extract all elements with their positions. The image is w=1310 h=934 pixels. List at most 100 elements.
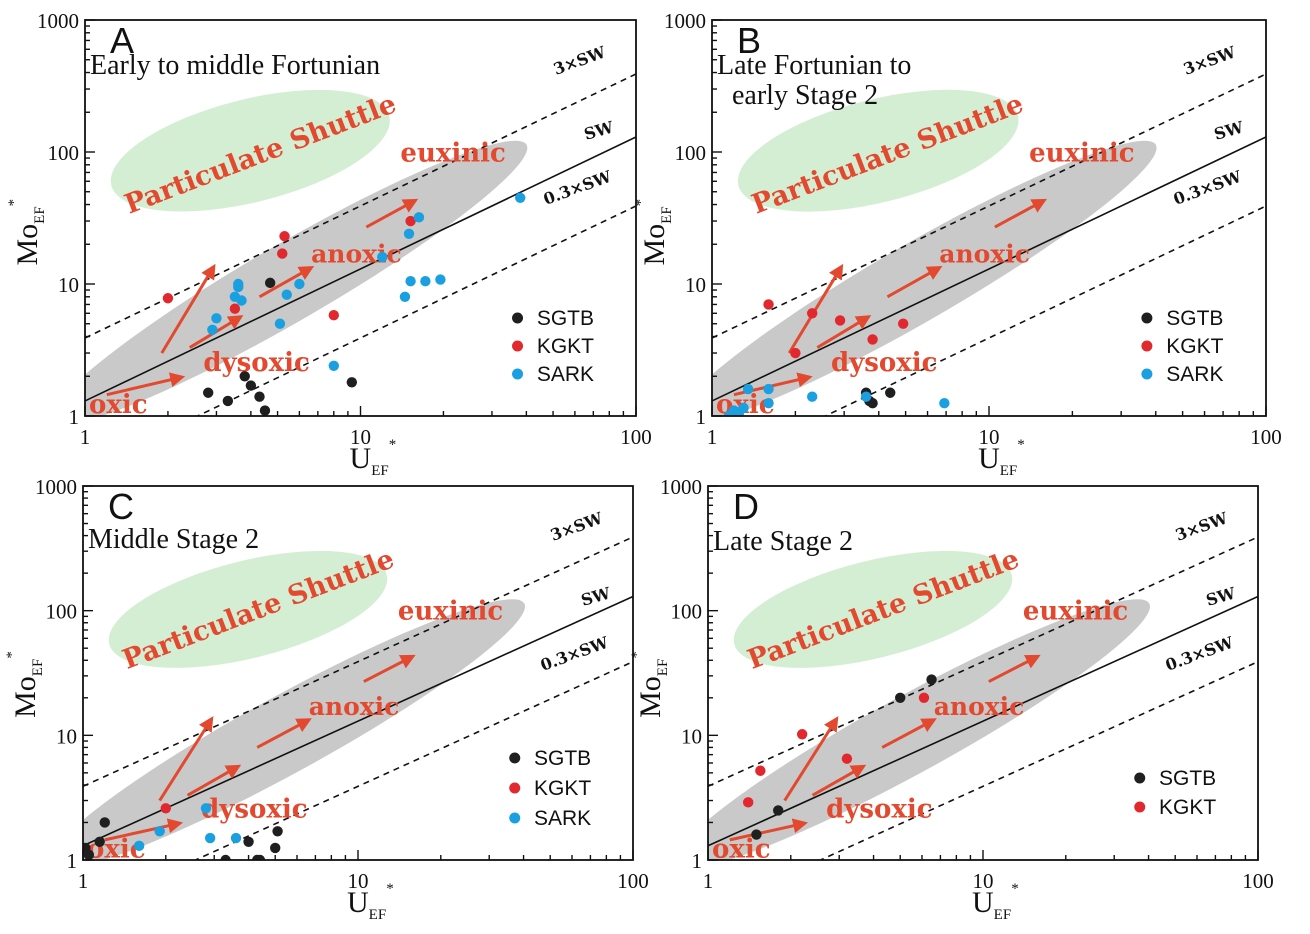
arrow-to-shuttle — [160, 263, 216, 354]
legend-label-kgkt: KGKT — [1166, 335, 1223, 358]
zone-label-oxic: oxic — [89, 390, 148, 420]
data-point-sark — [515, 192, 526, 203]
panel-letter: A — [110, 20, 134, 61]
panel-letter: D — [733, 486, 759, 527]
zone-label-dysoxic: dysoxic — [203, 348, 309, 378]
data-point-sark — [742, 383, 754, 395]
zone-label-euxinic: euxinic — [400, 138, 505, 168]
x-axis-label-sup: * — [1011, 881, 1019, 897]
arrow-dysoxic-anoxic — [811, 764, 867, 797]
arrow-euxinic — [365, 198, 419, 229]
data-point-sgtb — [243, 836, 254, 847]
ref-line-3sw — [712, 73, 1266, 339]
ref-line-0-3sw — [195, 205, 636, 416]
ref-line-3sw — [708, 536, 1258, 788]
x-axis-label-main: U — [972, 886, 994, 919]
data-point-sgtb — [895, 692, 906, 704]
legend: SGTB KGKT SARK — [512, 307, 594, 386]
ref-line-sw — [708, 595, 1258, 847]
particulate-shuttle-field — [737, 89, 1019, 212]
data-point-kgkt — [160, 803, 171, 814]
x-tick-label: 100 — [1250, 425, 1282, 449]
data-point-kgkt — [918, 692, 930, 704]
y-tick-label: 1000 — [660, 475, 702, 499]
x-tick-label: 1 — [707, 425, 718, 449]
data-point-kgkt — [328, 310, 340, 321]
data-point-kgkt — [867, 334, 878, 345]
ref-label-0: 3×SW — [1181, 42, 1239, 79]
panel-title: Late Stage 2 — [713, 526, 853, 557]
data-point-sark — [204, 832, 216, 844]
legend-label-sgtb: SGTB — [534, 747, 591, 770]
data-point-sgtb — [83, 849, 95, 860]
data-point-sgtb — [245, 380, 257, 391]
data-point-sark — [763, 398, 774, 409]
y-tick-label: 1 — [69, 405, 80, 429]
x-axis-label-sub: EF — [1000, 463, 1018, 479]
panel-title: Late Fortunian to — [717, 50, 911, 81]
x-tick-label: 1 — [703, 869, 714, 893]
series-sgtb — [202, 277, 358, 416]
data-point-sark — [403, 228, 415, 240]
series-sark — [723, 383, 950, 416]
legend-label-kgkt: KGKT — [534, 777, 591, 800]
ref-label-2: 0.3×SW — [538, 632, 612, 674]
legend-label-sgtb: SGTB — [1159, 767, 1216, 790]
y-tick-label: 100 — [46, 600, 78, 624]
arrow-anoxic — [258, 266, 315, 299]
y-tick-label: 10 — [681, 724, 702, 748]
data-point-sark — [294, 278, 305, 290]
data-point-sgtb — [222, 395, 234, 407]
data-point-sark — [860, 391, 872, 402]
data-point-kgkt — [806, 308, 818, 319]
legend: SGTB KGKT — [1134, 767, 1216, 819]
ref-label-2: 0.3×SW — [1171, 166, 1245, 208]
series-sgtb — [751, 674, 937, 840]
arrow-dysoxic-anoxic — [186, 764, 242, 797]
y-axis-label: MoEF * — [4, 651, 46, 718]
y-axis-label-sup: * — [629, 651, 645, 659]
data-point-kgkt — [897, 318, 909, 329]
ref-line-0-3sw — [818, 660, 1258, 860]
y-axis-label-sub: EF — [655, 659, 671, 677]
y-axis-label-main: Mo — [638, 224, 671, 266]
y-tick-label: 1000 — [37, 9, 79, 33]
series-kgkt — [160, 803, 171, 814]
y-tick-label: 10 — [58, 273, 79, 297]
arrow-dysoxic-anoxic — [816, 315, 872, 349]
x-tick-label: 10 — [979, 425, 1000, 449]
data-point-sgtb — [202, 387, 214, 398]
data-point-kgkt — [742, 797, 754, 808]
data-point-sark — [377, 251, 388, 263]
data-point-sgtb — [867, 398, 878, 409]
ref-label-1: SW — [1204, 583, 1239, 610]
panel-letter: B — [737, 20, 761, 61]
data-point-kgkt — [763, 299, 774, 310]
y-axis-label-main: Mo — [9, 676, 42, 718]
data-point-sgtb — [346, 377, 358, 388]
x-tick-label: 1 — [80, 425, 91, 449]
data-point-sark — [413, 212, 425, 223]
particulate-shuttle-field — [110, 89, 390, 212]
x-axis-label-sup: * — [389, 437, 397, 453]
zone-label-euxinic: euxinic — [1023, 596, 1128, 626]
zone-label-dysoxic: dysoxic — [201, 794, 307, 824]
data-point-sark — [399, 291, 411, 302]
y-tick-label: 100 — [48, 141, 80, 165]
ref-label-0: 3×SW — [551, 42, 609, 79]
zone-label-anoxic: anoxic — [309, 692, 400, 721]
data-point-kgkt — [790, 347, 801, 359]
ref-line-0-3sw — [823, 205, 1266, 416]
x-axis-label-sub: EF — [994, 907, 1012, 923]
data-point-sark — [207, 324, 218, 335]
zone-label-euxinic: euxinic — [398, 596, 503, 626]
y-tick-label: 1 — [696, 405, 707, 429]
data-point-kgkt — [834, 315, 846, 326]
ref-label-2: 0.3×SW — [541, 166, 615, 208]
legend: SGTB KGKT SARK — [509, 747, 591, 830]
